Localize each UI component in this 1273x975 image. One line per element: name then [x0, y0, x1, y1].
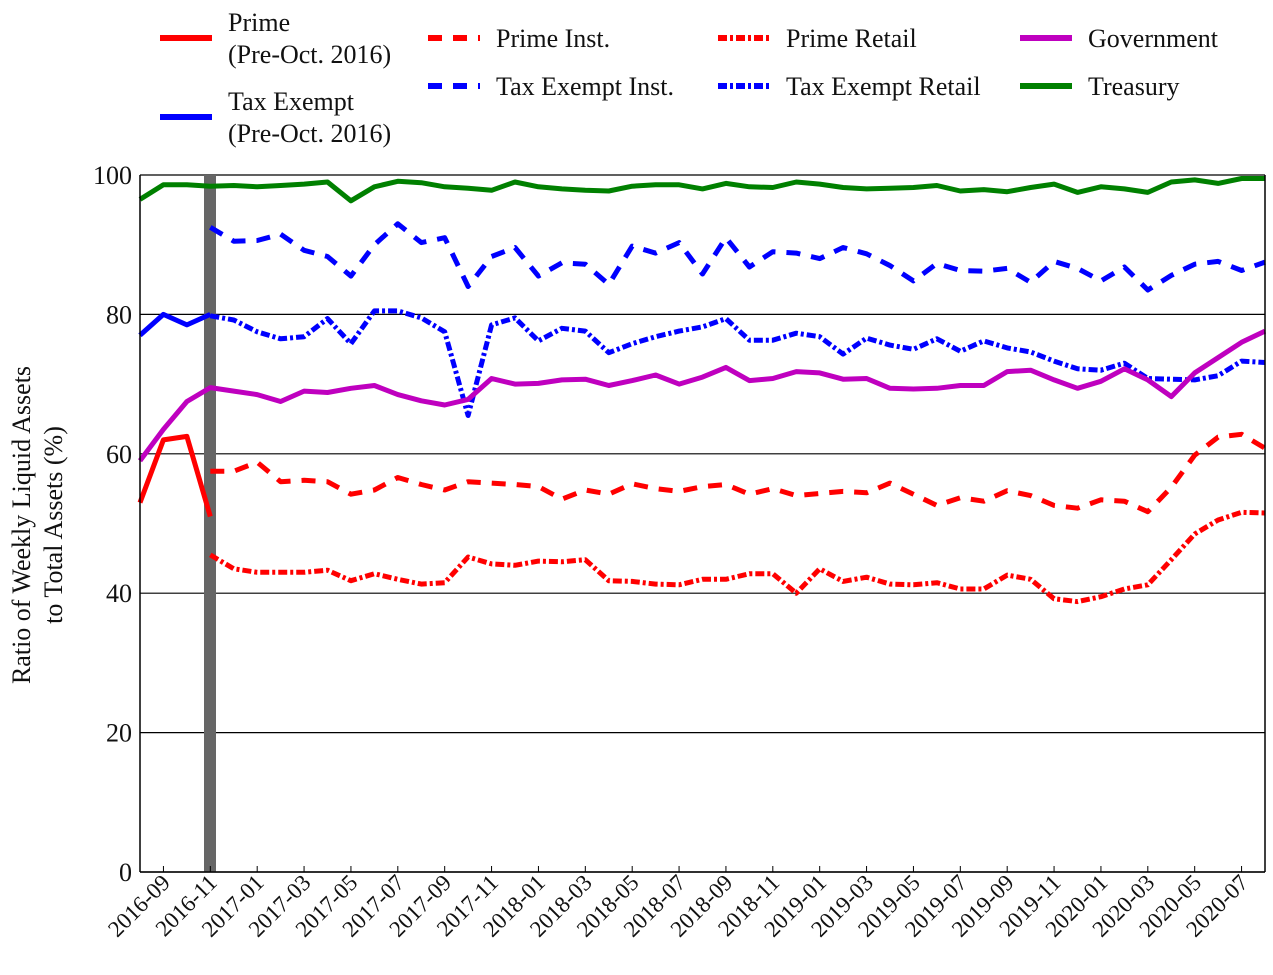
y-tick-label: 20 — [106, 719, 132, 748]
legend-label: Tax Exempt (Pre-Oct. 2016) — [228, 87, 391, 148]
y-tick-label: 0 — [119, 858, 132, 887]
y-axis-label: Ratio of Weekly Liquid Assets to Total As… — [7, 366, 68, 684]
event-marker — [204, 175, 216, 872]
series-line — [138, 311, 212, 338]
series-line — [209, 221, 1266, 293]
y-tick-label: 40 — [106, 579, 132, 608]
grid — [140, 174, 1265, 873]
series-line — [137, 328, 1267, 463]
series-line — [137, 433, 213, 518]
legend-label: Government — [1088, 24, 1219, 53]
legend-label: Prime (Pre-Oct. 2016) — [228, 8, 391, 69]
legend-label: Tax Exempt Retail — [786, 72, 981, 101]
y-tick-label: 80 — [106, 300, 132, 329]
y-tick-label: 100 — [93, 161, 132, 190]
lines — [137, 176, 1267, 605]
legend-label: Prime Retail — [786, 24, 917, 53]
series-line — [209, 509, 1266, 605]
legend-label: Treasury — [1088, 72, 1179, 101]
legend-label: Tax Exempt Inst. — [496, 72, 674, 101]
y-tick-label: 60 — [106, 440, 132, 469]
series-line — [209, 308, 1266, 418]
legend-label: Prime Inst. — [496, 24, 610, 53]
series-line — [210, 431, 1267, 515]
series-line — [138, 176, 1265, 204]
